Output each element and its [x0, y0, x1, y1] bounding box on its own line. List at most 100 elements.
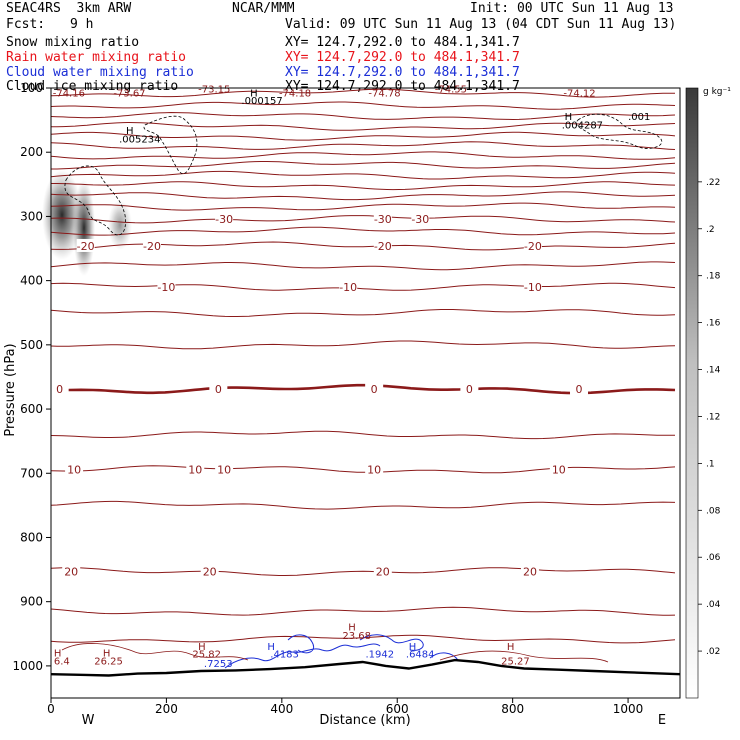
contour-label: -20: [77, 240, 95, 253]
extremum-value-label: -74.16: [53, 88, 85, 99]
rain-water-outline-2: [439, 650, 609, 663]
extremum-value-label: 26.25: [94, 657, 123, 668]
extremum-value-label: -74.12: [563, 88, 595, 99]
field-rain-xy: XY= 124.7,292.0 to 484.1,341.7: [285, 50, 520, 65]
west-direction-label: W: [82, 713, 95, 728]
field-snow-xy: XY= 124.7,292.0 to 484.1,341.7: [285, 35, 520, 50]
field-rain-name: Rain water mixing ratio: [6, 50, 187, 65]
contour-label: 20: [64, 566, 78, 579]
colorbar-unit: g kg⁻¹: [703, 87, 731, 97]
contour-label-background: [62, 564, 81, 578]
y-tick-label: 300: [20, 209, 43, 223]
colorbar-tick-label: .22: [706, 178, 720, 188]
snow-fringe: [108, 200, 132, 250]
contour-label-background: [157, 280, 176, 294]
temperature-contour: [50, 282, 676, 291]
contour-label-background: [186, 462, 205, 476]
snow-core-east: [73, 180, 95, 276]
field-snow-name: Snow mixing ratio: [6, 35, 140, 50]
contour-label-background: [215, 462, 234, 476]
extrema-labels: -74.16 -73.67 -73.15 -74.18 -74.78 -74.55 -74.…: [53, 84, 651, 670]
contour-label: 20: [203, 566, 217, 579]
y-tick-label: 400: [20, 274, 43, 288]
extremum-value-label: .000157: [241, 96, 282, 107]
contour-label: 10: [67, 463, 81, 476]
contour-label: 0: [215, 383, 222, 396]
contour-label: 10: [552, 463, 566, 476]
maximum-h-marker: H: [507, 642, 515, 653]
contour-label-background: [142, 238, 161, 252]
x-tick-label: 0: [47, 702, 55, 716]
contour-label-background: [373, 238, 392, 252]
rain-water-outline-1: [61, 643, 249, 661]
extremum-value-label: .004287: [562, 120, 603, 131]
y-tick-label: 500: [20, 338, 43, 352]
contour-label-background: [373, 564, 392, 578]
snow-core-west: [42, 170, 82, 260]
extremum-value-label: -73.15: [198, 84, 230, 95]
temperature-contour: [50, 261, 676, 271]
temperature-contour: [50, 151, 676, 160]
contour-label: 0: [576, 383, 583, 396]
colorbar-tick-label: .12: [706, 412, 720, 422]
colorbar-tick-label: .08: [706, 506, 721, 516]
contour-label-background: [411, 211, 430, 225]
contour-label: -30: [374, 213, 392, 226]
cloud-water-contours: [224, 634, 459, 669]
extremum-value-label: .7253: [204, 659, 233, 670]
colorbar-tick-label: .16: [706, 319, 721, 329]
maximum-h-marker: H: [103, 648, 111, 659]
maximum-h-marker: H: [348, 623, 356, 634]
contour-label-background: [50, 382, 69, 396]
pressure-axis: 100 200 300 400 500 600 700 800 900 1000: [12, 81, 51, 673]
temperature-contour: [50, 101, 676, 110]
contour-label-background: [520, 564, 539, 578]
cloud-ice-outline-east: [575, 113, 663, 149]
colorbar-tick-label: .02: [706, 647, 720, 657]
colorbar-tick-label: .1: [706, 459, 715, 469]
maximum-h-marker: H: [250, 88, 258, 99]
temperature-contour: [50, 567, 676, 576]
extremum-value-label: -74.55: [435, 84, 467, 95]
extremum-value-label: .1942: [366, 650, 395, 661]
colorbar-tick-label: .18: [706, 272, 721, 282]
contour-label-background: [523, 280, 542, 294]
y-tick-label: 100: [20, 81, 43, 95]
plot-frame: [50, 87, 681, 699]
cloud-water-outline-2: [287, 634, 314, 654]
maximum-h-marker: H: [54, 648, 62, 659]
temperature-contour: [50, 340, 676, 350]
extremum-value-label: 25.82: [192, 650, 221, 661]
temperature-contour: [50, 191, 676, 201]
contour-label: 0: [56, 383, 63, 396]
colorbar-tick-label: .2: [706, 225, 715, 235]
contour-label-background: [570, 382, 589, 396]
contour-label-background: [365, 462, 384, 476]
contour-label: 10: [188, 463, 202, 476]
x-tick-label: 1000: [613, 702, 644, 716]
colorbar-tick-label: .14: [706, 366, 721, 376]
extremum-value-label: -73.67: [113, 88, 145, 99]
extremum-value-label: -74.78: [368, 88, 400, 99]
contour-label-background: [76, 238, 95, 252]
contour-label-background: [523, 238, 542, 252]
contour-label: -30: [411, 213, 429, 226]
field-cloudwater-name: Cloud water mixing ratio: [6, 65, 194, 80]
contour-label: 10: [367, 463, 381, 476]
rain-water-contours: [61, 643, 609, 663]
contour-label: -10: [524, 281, 542, 294]
cloud-water-outline-4: [429, 652, 459, 661]
colorbar-gradient: [685, 87, 699, 699]
extremum-value-label: 6.4: [54, 657, 70, 668]
temperature-contour: [51, 161, 676, 170]
extremum-value-label: .6484: [406, 650, 435, 661]
cloud-water-outline-3: [359, 634, 424, 651]
maximum-h-marker: H: [565, 112, 573, 123]
temperature-contour: [50, 465, 676, 474]
contour-label: -20: [374, 240, 392, 253]
temperature-contour: [50, 131, 676, 141]
forecast-hour-value: 9 h: [70, 17, 94, 32]
y-tick-label: 800: [20, 530, 43, 544]
y-tick-label: 200: [20, 145, 43, 159]
contour-label-background: [460, 382, 479, 396]
